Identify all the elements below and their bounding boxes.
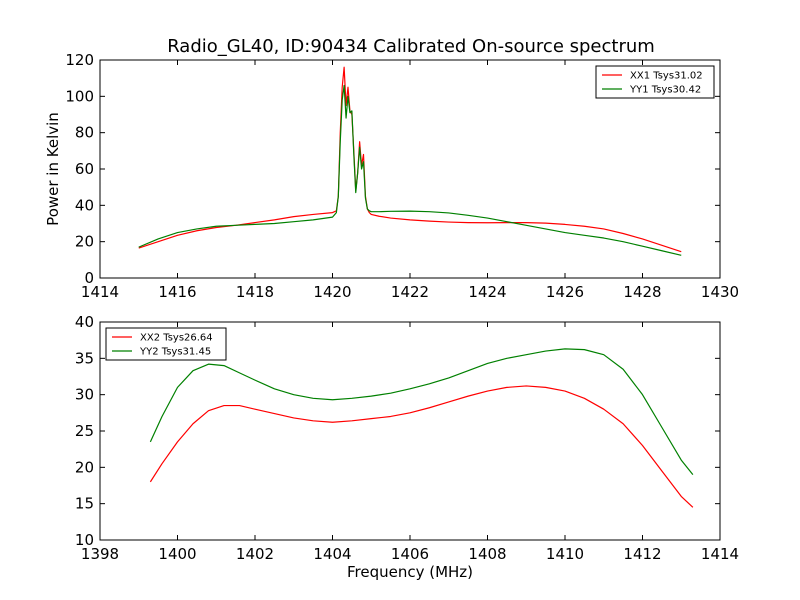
x-tick-label: 1418 bbox=[236, 283, 274, 301]
legend-label: XX2 Tsys26.64 bbox=[140, 333, 213, 344]
x-tick-label: 1414 bbox=[701, 545, 739, 563]
y-tick-label: 30 bbox=[75, 386, 94, 404]
y-tick-label: 0 bbox=[84, 269, 94, 287]
series-line-yy1 bbox=[138, 84, 682, 256]
x-tick-label: 1414 bbox=[81, 283, 119, 301]
x-tick-label: 1430 bbox=[701, 283, 739, 301]
x-tick-label: 1400 bbox=[158, 545, 196, 563]
x-tick-label: 1426 bbox=[546, 283, 584, 301]
legend-label: XX1 Tsys31.02 bbox=[630, 71, 703, 82]
upper-spectrum-panel: 1414 1416 1418 1420 1422 1424 1426 1428 1430 0 20 4… bbox=[44, 51, 739, 301]
y-tick-label: 40 bbox=[75, 196, 94, 214]
y-tick-label: 100 bbox=[65, 87, 94, 105]
x-tick-label: 1410 bbox=[546, 545, 584, 563]
legend-label: YY1 Tsys30.42 bbox=[629, 85, 701, 96]
y-tick-label: 20 bbox=[75, 233, 94, 251]
x-tick-label: 1398 bbox=[81, 545, 119, 563]
x-tick-label: 1404 bbox=[313, 545, 351, 563]
y-tick-label: 40 bbox=[75, 313, 94, 331]
x-tick-label: 1406 bbox=[391, 545, 429, 563]
x-tick-label: 1428 bbox=[623, 283, 661, 301]
x-tick-label: 1424 bbox=[468, 283, 506, 301]
y-tick-label: 60 bbox=[75, 160, 94, 178]
x-tick-label: 1416 bbox=[158, 283, 196, 301]
y-tick-label: 15 bbox=[75, 495, 94, 513]
series-line-xx1 bbox=[138, 66, 682, 253]
legend: XX1 Tsys31.02 YY1 Tsys30.42 bbox=[595, 65, 715, 99]
legend-box bbox=[595, 65, 715, 99]
y-tick-label: 25 bbox=[75, 422, 94, 440]
lower-spectrum-panel: 1398 1400 1402 1404 1406 1408 1410 1412 1414 10 15… bbox=[75, 313, 739, 581]
y-tick-label: 120 bbox=[65, 51, 94, 69]
series-line-yy2 bbox=[149, 348, 694, 475]
y-tick-label: 80 bbox=[75, 124, 94, 142]
y-tick-label: 10 bbox=[75, 531, 94, 549]
y-tick-label: 20 bbox=[75, 458, 94, 476]
series-line-xx2 bbox=[149, 385, 694, 508]
y-axis-title: Power in Kelvin bbox=[44, 112, 62, 226]
legend-label: YY2 Tsys31.45 bbox=[139, 347, 211, 358]
legend: XX2 Tsys26.64 YY2 Tsys31.45 bbox=[105, 327, 227, 361]
x-axis-title: Frequency (MHz) bbox=[347, 563, 473, 581]
x-tick-label: 1422 bbox=[391, 283, 429, 301]
y-tick-label: 35 bbox=[75, 349, 94, 367]
x-tick-label: 1408 bbox=[468, 545, 506, 563]
figure-title: Radio_GL40, ID:90434 Calibrated On-sourc… bbox=[167, 36, 655, 57]
x-tick-label: 1420 bbox=[313, 283, 351, 301]
x-tick-label: 1402 bbox=[236, 545, 274, 563]
legend-box bbox=[105, 327, 227, 361]
x-tick-label: 1412 bbox=[623, 545, 661, 563]
